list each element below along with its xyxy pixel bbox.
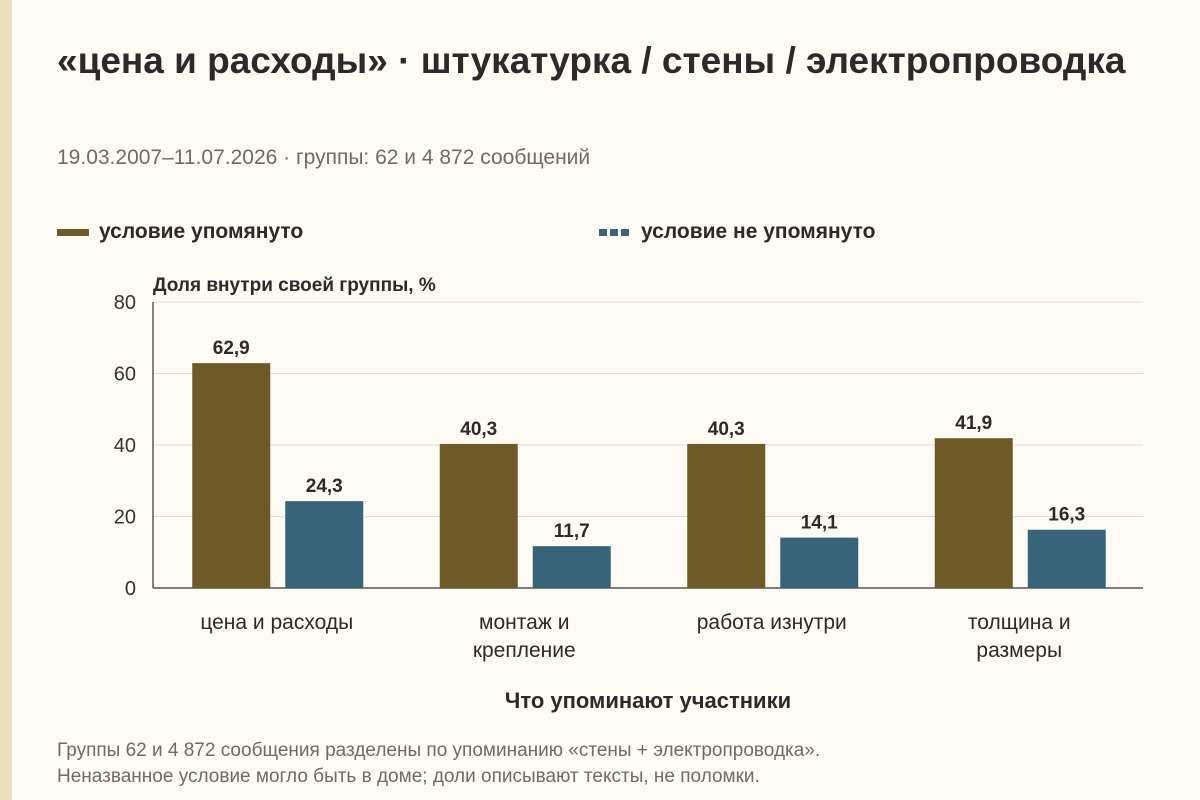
y-tick-label: 60: [114, 364, 136, 386]
bar-value-label: 24,3: [306, 476, 343, 497]
legend-label-mentioned: условие упомянуто: [99, 220, 304, 243]
x-tick-label: размеры: [976, 639, 1062, 662]
x-axis-label: Что упоминают участники: [505, 688, 791, 713]
footnote: Группы 62 и 4 872 сообщения разделены по…: [57, 738, 820, 790]
bar-mentioned: [192, 363, 271, 588]
legend-swatch-not-mentioned: [599, 228, 631, 236]
bar-not-mentioned: [285, 501, 364, 588]
bar-value-label: 16,3: [1048, 505, 1085, 526]
bar-value-label: 62,9: [213, 338, 250, 359]
bar-value-label: 40,3: [460, 419, 497, 440]
bar-not-mentioned: [780, 537, 859, 588]
footnote-line-1: Группы 62 и 4 872 сообщения разделены по…: [57, 740, 821, 761]
footnote-line-2: Неназванное условие могло быть в доме; д…: [57, 766, 760, 787]
x-tick-label: монтаж и: [479, 611, 569, 634]
legend-item-not-mentioned: условие не упомянуто: [599, 220, 875, 244]
x-tick-label: крепление: [473, 639, 576, 662]
bar-value-label: 11,7: [554, 521, 590, 542]
y-tick-label: 40: [114, 435, 136, 457]
bar-not-mentioned: [1027, 529, 1106, 588]
x-tick-label: цена и расходы: [200, 611, 353, 634]
y-tick-label: 20: [114, 507, 136, 529]
legend-label-not-mentioned: условие не упомянуто: [641, 220, 876, 243]
left-accent-stripe: [0, 0, 12, 800]
chart-title: «цена и расходы» · штукатурка / стены / …: [57, 40, 1126, 81]
y-axis-label: Доля внутри своей группы, %: [153, 275, 436, 296]
legend-item-mentioned: условие упомянуто: [57, 220, 303, 244]
bar-value-label: 40,3: [708, 419, 745, 440]
x-tick-label: работа изнутри: [697, 611, 847, 634]
bar-mentioned: [687, 443, 766, 588]
bar-mentioned: [439, 443, 518, 588]
bar-not-mentioned: [532, 546, 611, 588]
bar-value-label: 14,1: [801, 513, 838, 534]
chart-subtitle: 19.03.2007–11.07.2026 · группы: 62 и 4 8…: [57, 146, 591, 169]
legend-swatch-mentioned: [57, 228, 89, 236]
y-tick-label: 0: [125, 578, 136, 600]
bar-value-label: 41,9: [955, 413, 992, 434]
bar-mentioned: [934, 438, 1013, 588]
x-tick-label: толщина и: [968, 611, 1071, 634]
y-tick-label: 80: [114, 292, 136, 314]
